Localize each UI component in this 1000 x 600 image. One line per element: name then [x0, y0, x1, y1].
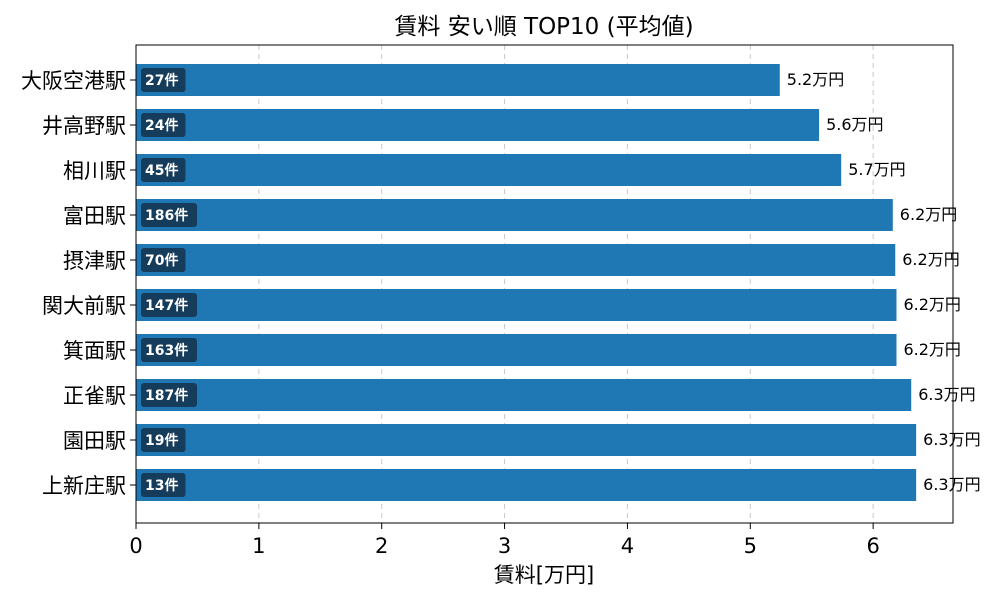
x-tick-label: 5	[744, 534, 757, 558]
value-label: 6.2万円	[900, 205, 957, 224]
count-label: 147件	[145, 297, 188, 314]
value-label: 6.3万円	[918, 385, 975, 404]
value-label: 6.3万円	[923, 475, 980, 494]
x-tick-label: 4	[621, 534, 634, 558]
bar	[136, 244, 896, 276]
y-tick-label: 摂津駅	[63, 249, 126, 273]
x-tick-label: 3	[498, 534, 511, 558]
value-label: 6.2万円	[902, 250, 959, 269]
count-label: 187件	[145, 387, 188, 404]
count-badge	[141, 428, 186, 452]
bar	[136, 199, 893, 231]
plot-frame	[135, 44, 954, 524]
bar	[136, 64, 780, 96]
value-labels: 5.2万円 5.6万円 5.7万円 6.2万円 6.2万円 6.2万円 6.2万円 6.3万円…	[787, 70, 981, 494]
count-label: 19件	[145, 432, 178, 449]
bar	[136, 424, 917, 456]
count-label: 163件	[145, 342, 188, 359]
count-badge	[141, 248, 186, 272]
count-label: 13件	[145, 477, 178, 494]
x-tick-label: 1	[252, 534, 265, 558]
count-label: 27件	[145, 72, 178, 89]
value-label: 6.3万円	[923, 430, 980, 449]
count-badge	[141, 158, 186, 182]
count-label: 186件	[145, 207, 188, 224]
y-tick-label: 富田駅	[63, 204, 126, 228]
y-tick-label: 箕面駅	[63, 339, 126, 363]
value-label: 5.6万円	[826, 115, 883, 134]
chart-title: 賃料 安い順 TOP10 (平均値)	[394, 14, 693, 40]
x-axis-label: 賃料[万円]	[494, 563, 594, 587]
value-label: 5.2万円	[787, 70, 844, 89]
x-tick-label: 0	[129, 534, 142, 558]
bar	[136, 469, 917, 501]
y-tick-label: 相川駅	[63, 159, 126, 183]
bar	[136, 289, 897, 321]
x-tick-label: 6	[866, 534, 879, 558]
x-tick-labels: 0 1 2 3 4 5 6	[129, 523, 880, 558]
bar	[136, 109, 820, 141]
y-tick-label: 上新庄駅	[42, 474, 126, 498]
count-label: 45件	[145, 162, 178, 179]
x-tick-label: 2	[375, 534, 388, 558]
count-badge	[141, 338, 197, 362]
bar	[136, 334, 897, 366]
count-badge	[141, 203, 197, 227]
count-label: 24件	[145, 117, 178, 134]
count-badge	[141, 68, 186, 92]
bars: 27件 24件 45件 186件 70件 147件 163件 187件 19件 13件	[136, 64, 917, 501]
count-badge	[141, 383, 197, 407]
count-badge	[141, 473, 186, 497]
value-label: 6.2万円	[903, 340, 960, 359]
y-tick-label: 大阪空港駅	[21, 69, 126, 93]
y-tick-label: 園田駅	[63, 429, 126, 453]
value-label: 6.2万円	[903, 295, 960, 314]
y-tick-label: 正雀駅	[63, 384, 126, 408]
y-tick-label: 井高野駅	[42, 114, 126, 138]
value-label: 5.7万円	[848, 160, 905, 179]
count-badge	[141, 293, 197, 317]
count-badge	[141, 113, 186, 137]
bar	[136, 154, 842, 186]
bar	[136, 379, 912, 411]
y-tick-label: 関大前駅	[42, 294, 126, 318]
count-label: 70件	[145, 252, 178, 269]
